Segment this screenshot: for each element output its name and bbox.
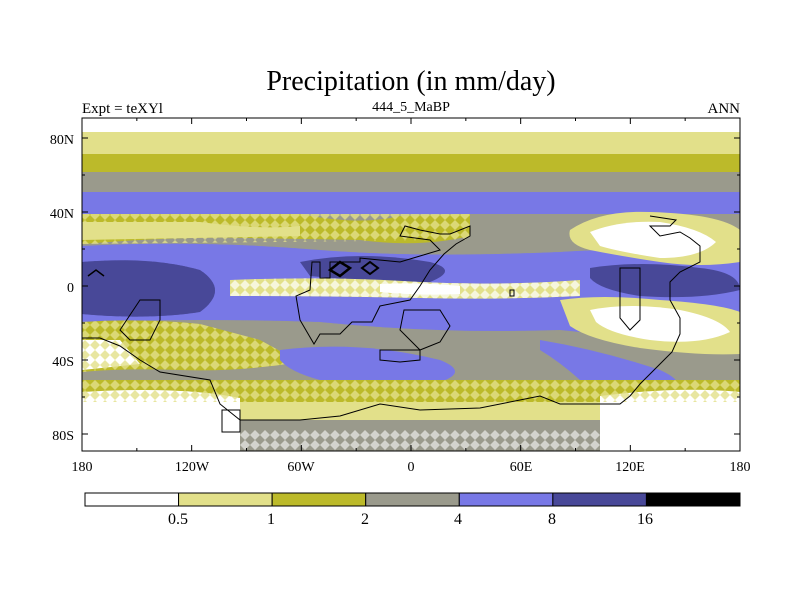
precipitation-field (82, 118, 740, 451)
age-label: 444_5_MaBP (372, 100, 450, 115)
band-n-white (82, 118, 740, 132)
y-tick-label: 40S (52, 355, 74, 370)
y-tick-label: 80N (50, 133, 74, 148)
colorbar: 0.5 1 2 4 8 16 (84, 492, 741, 528)
y-tick-label: 0 (67, 281, 74, 296)
band-n-lightyellow (82, 132, 740, 154)
colorbar-box (645, 492, 741, 507)
x-tick-label: 180 (730, 460, 751, 475)
colorbar-box (458, 492, 554, 507)
colorbar-box (271, 492, 367, 507)
colorbar-label: 2 (361, 511, 369, 528)
figure-title: Precipitation (in mm/day) (266, 66, 555, 97)
band-n-gray (82, 172, 740, 192)
x-tick-label: 120E (615, 460, 645, 475)
colorbar-label: 1 (267, 511, 275, 528)
x-tick-label: 120W (175, 460, 210, 475)
x-tick-label: 60E (510, 460, 533, 475)
y-axis-labels: 80N 40N 0 40S 80S (50, 133, 74, 444)
colorbar-box (552, 492, 647, 507)
colorbar-label: 4 (454, 511, 462, 528)
axis-ticks (81, 118, 741, 451)
season-label: ANN (708, 101, 741, 117)
x-tick-label: 60W (287, 460, 315, 475)
x-tick-label: 180 (72, 460, 93, 475)
band-s-lightyellow (82, 402, 740, 420)
y-tick-label: 80S (52, 429, 74, 444)
x-axis-labels: 180 120W 60W 0 60E 120E 180 (72, 460, 751, 475)
colorbar-box (365, 492, 460, 507)
continent-outlines (82, 215, 701, 433)
colorbar-label: 0.5 (168, 511, 188, 528)
colorbar-box (84, 492, 180, 507)
colorbar-label: 16 (637, 511, 653, 528)
colorbar-label: 8 (548, 511, 556, 528)
y-tick-label: 40N (50, 207, 74, 222)
colorbar-box (178, 492, 273, 507)
band-n-olive (82, 154, 740, 172)
experiment-label: Expt = teXYl (82, 101, 163, 117)
x-tick-label: 0 (408, 460, 415, 475)
